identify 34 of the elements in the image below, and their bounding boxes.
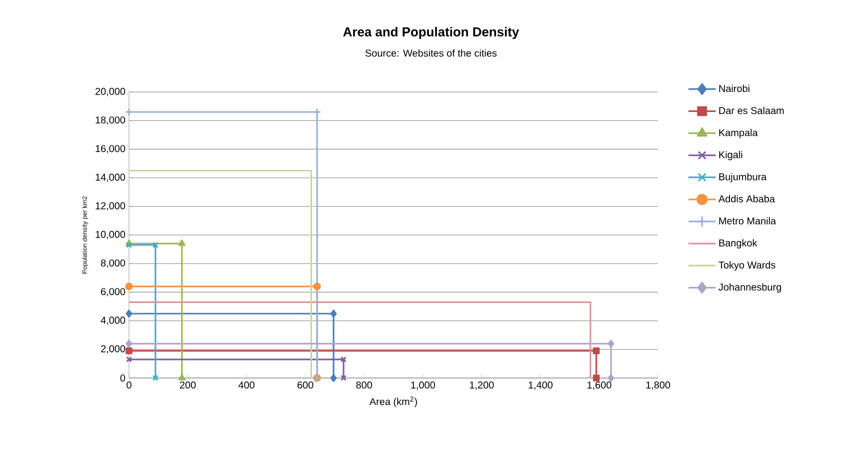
chart-subtitle: Source: Websites of the cities <box>365 49 497 57</box>
legend-label: Bangkok <box>719 239 758 248</box>
legend-label: Johannesburg <box>718 283 781 293</box>
legend-label: Addis Ababa <box>718 195 775 202</box>
x-axis-title: Area (km$^{2}$) <box>369 396 417 408</box>
x-tick-label: 200 <box>180 382 196 389</box>
legend-label: Dar es Salaam <box>719 106 784 114</box>
y-tick-label: 12,000 <box>96 202 126 211</box>
legend-label: Kampala <box>719 128 758 138</box>
y-tick-label: 18,000 <box>96 116 126 125</box>
x-tick-label: 400 <box>238 382 254 389</box>
x-tick-label: 800 <box>356 382 372 389</box>
legend-label: Tokyo Wards <box>718 261 776 271</box>
y-tick-label: 2,000 <box>101 345 126 354</box>
y-tick-label: 14,000 <box>96 174 126 182</box>
y-tick-label: 16,000 <box>96 145 126 154</box>
x-tick-label: 1,600 <box>588 382 612 390</box>
x-tick-label: 1,000 <box>411 382 435 390</box>
x-tick-label: 1,200 <box>470 382 494 390</box>
legend-label: Bujumbura <box>719 172 767 182</box>
legend-label: Nairobi <box>719 84 750 92</box>
y-tick-label: 20,000 <box>96 88 126 96</box>
legend-label: Kigali <box>719 150 742 160</box>
x-tick-label: 600 <box>298 382 314 389</box>
x-tick-label: 1,400 <box>528 382 553 390</box>
y-tick-label: 8,000 <box>100 259 126 268</box>
y-tick-label: 6,000 <box>101 288 126 296</box>
x-tick-label: 0 <box>126 382 132 389</box>
y-tick-label: 4,000 <box>100 316 126 325</box>
chart-title: Area and Population Density <box>343 26 520 40</box>
legend-label: Metro Manila <box>719 217 776 224</box>
y-tick-label: 0 <box>120 374 126 382</box>
y-tick-label: 10,000 <box>96 230 126 240</box>
x-tick-label: 1,800 <box>646 382 670 390</box>
